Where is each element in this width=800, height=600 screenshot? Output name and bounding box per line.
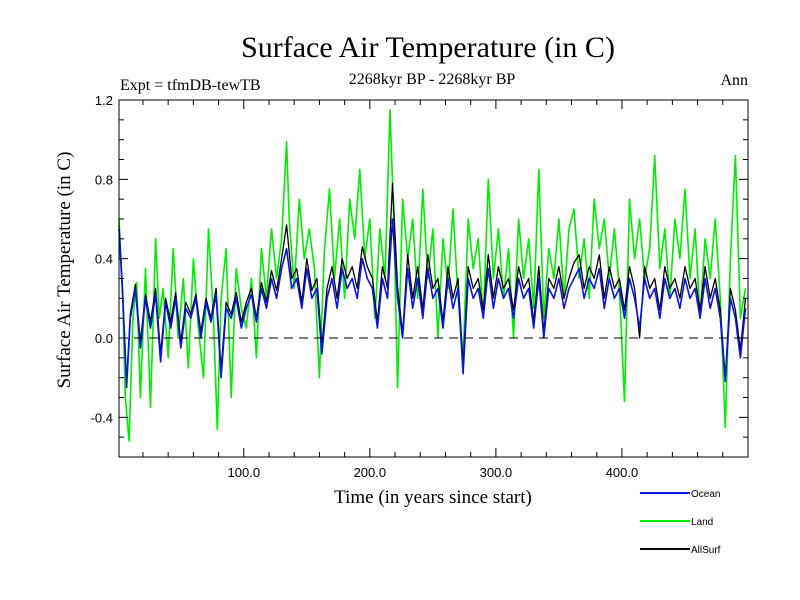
- legend-label-land: Land: [691, 517, 713, 528]
- legend: Ocean Land AllSurf: [640, 489, 721, 556]
- legend-label-ocean: Ocean: [691, 489, 720, 500]
- tick-layer: 100.0 200.0 300.0 400.0 -0.4 0.0 0.4 0.8 1.2: [91, 93, 748, 480]
- series-line-ocean: [118, 218, 747, 389]
- y-axis-label: Surface Air Temperature (in C): [54, 152, 75, 389]
- chart-subtitle: 2268kyr BP - 2268kyr BP: [349, 71, 516, 88]
- series-layer: [118, 109, 747, 442]
- experiment-label: Expt = tfmDB-tewTB: [120, 77, 261, 94]
- x-tick-label: 400.0: [606, 465, 639, 480]
- y-tick-label: 1.2: [95, 93, 113, 108]
- y-tick-label: 0.0: [95, 331, 113, 346]
- x-tick-label: 200.0: [354, 465, 387, 480]
- plot-frame: [118, 99, 749, 458]
- x-tick-label: 100.0: [228, 465, 261, 480]
- x-tick-label: 300.0: [480, 465, 513, 480]
- y-tick-label: 0.4: [95, 252, 113, 267]
- y-tick-label: 0.8: [95, 172, 113, 187]
- chart-title: Surface Air Temperature (in C): [241, 31, 615, 64]
- season-label: Ann: [720, 72, 748, 89]
- legend-label-allsurf: AllSurf: [691, 545, 721, 556]
- y-tick-label: -0.4: [91, 410, 113, 425]
- series-line-land: [118, 109, 747, 442]
- x-axis-label: Time (in years since start): [334, 487, 532, 508]
